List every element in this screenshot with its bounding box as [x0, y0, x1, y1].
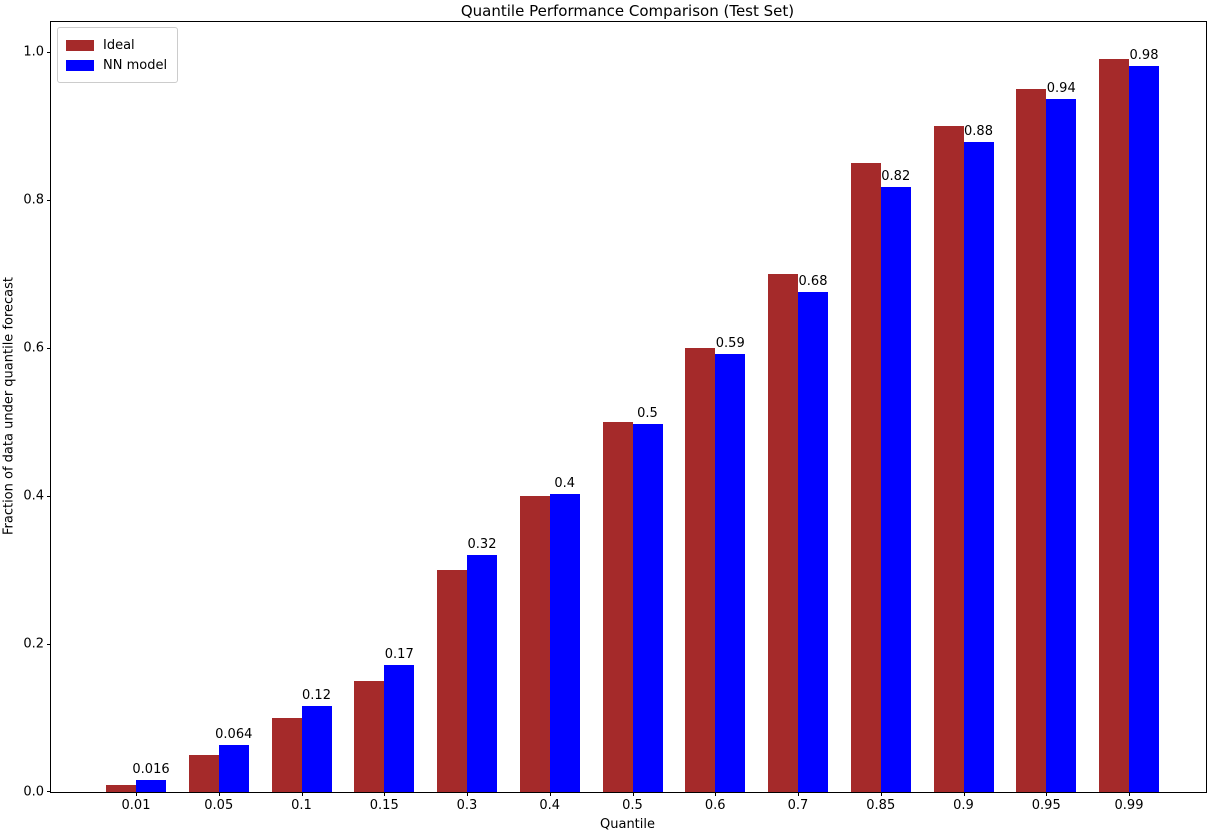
- x-tick-label: 0.85: [866, 798, 896, 813]
- bar-nn-model: [1129, 66, 1159, 792]
- bar-nn-model: [549, 493, 580, 792]
- y-tick-mark: [47, 643, 51, 645]
- y-tick-label: 1.0: [23, 44, 44, 60]
- bar-ideal: [519, 496, 550, 792]
- bar-value-label: 0.064: [215, 726, 253, 742]
- bar-value-label: 0.32: [467, 537, 497, 553]
- bar-ideal: [271, 718, 302, 792]
- y-tick-mark: [47, 347, 51, 349]
- bar-value-label: 0.94: [1046, 81, 1076, 97]
- bar-value-label: 0.68: [798, 273, 828, 289]
- bar-ideal: [850, 163, 881, 792]
- y-tick-mark: [47, 51, 51, 53]
- x-tick-mark: [467, 792, 468, 796]
- x-tick-label: 0.9: [953, 798, 974, 813]
- bar-ideal: [768, 274, 798, 792]
- legend-item-ideal: Ideal: [66, 35, 167, 55]
- x-tick-mark: [301, 792, 303, 796]
- y-tick-mark: [47, 791, 51, 792]
- legend-swatch-ideal: [66, 39, 94, 51]
- x-axis-label: Quantile: [600, 817, 655, 832]
- bar-nn-model: [632, 424, 663, 792]
- bar-nn-model: [963, 142, 994, 792]
- x-tick-mark: [218, 792, 220, 796]
- bar-value-label: 0.5: [637, 406, 658, 422]
- x-tick-mark: [549, 792, 551, 796]
- legend: Ideal NN model: [57, 27, 179, 83]
- x-tick-label: 0.1: [291, 798, 312, 813]
- bar-nn-model: [798, 291, 828, 792]
- bar-nn-model: [384, 664, 415, 792]
- y-tick-mark: [47, 199, 51, 201]
- x-tick-label: 0.3: [456, 798, 478, 813]
- x-tick-label: 0.95: [1031, 798, 1061, 813]
- x-tick-mark: [715, 792, 717, 796]
- x-tick-label: 0.5: [622, 798, 643, 813]
- legend-item-nn-model: NN model: [66, 55, 167, 75]
- x-tick-label: 0.7: [787, 798, 809, 813]
- x-tick-mark: [1129, 792, 1130, 796]
- bar-value-label: 0.82: [881, 168, 911, 184]
- bar-nn-model: [880, 186, 911, 792]
- bar-ideal: [933, 126, 964, 792]
- legend-label-nn-model: NN model: [103, 57, 168, 73]
- bar-nn-model: [715, 353, 746, 792]
- y-axis-label: Fraction of data under quantile forecast: [1, 276, 17, 536]
- legend-swatch-nn-model: [66, 59, 94, 71]
- x-tick-mark: [632, 792, 634, 796]
- y-tick-label: 0.8: [23, 192, 44, 208]
- x-tick-label: 0.4: [539, 798, 561, 813]
- bar-value-label: 0.4: [554, 475, 576, 491]
- plot-area: Ideal NN model 0.016 0.01 0.064 0.05 0.12 0.1…: [23, 21, 1207, 813]
- legend-label-ideal: Ideal: [103, 37, 135, 53]
- chart-title: Quantile Performance Comparison (Test Se…: [460, 2, 795, 20]
- bar-nn-model: [218, 744, 249, 792]
- bar-ideal: [1016, 89, 1047, 792]
- x-tick-label: 0.6: [704, 798, 726, 813]
- x-tick-mark: [1046, 792, 1048, 796]
- bar-value-label: 0.17: [384, 646, 414, 662]
- x-tick-label: 0.15: [369, 798, 399, 813]
- bar-nn-model: [301, 706, 332, 792]
- bar-nn-model: [136, 780, 166, 792]
- bar-value-label: 0.88: [964, 124, 993, 140]
- y-tick-label: 0.4: [23, 488, 44, 504]
- bar-ideal: [685, 348, 716, 792]
- x-tick-mark: [136, 792, 137, 796]
- bar-ideal: [106, 784, 136, 792]
- y-tick-mark: [47, 495, 51, 497]
- bar-ideal: [602, 422, 633, 792]
- bar-ideal: [437, 570, 467, 792]
- y-tick-label: 0.6: [23, 340, 44, 356]
- x-tick-mark: [880, 792, 882, 796]
- bar-nn-model: [467, 555, 497, 792]
- x-tick-label: 0.99: [1114, 798, 1144, 813]
- bar-nn-model: [1046, 99, 1077, 792]
- x-tick-label: 0.05: [204, 798, 234, 813]
- x-tick-mark: [384, 792, 386, 796]
- x-tick-mark: [798, 792, 799, 796]
- bar-value-label: 0.016: [132, 762, 170, 778]
- y-tick-label: 0.0: [23, 784, 44, 800]
- bar-value-label: 0.12: [302, 688, 331, 704]
- x-tick-label: 0.01: [121, 798, 151, 813]
- y-tick-label: 0.2: [23, 636, 44, 652]
- x-tick-mark: [963, 792, 965, 796]
- bar-value-label: 0.59: [715, 335, 745, 351]
- bar-ideal: [1099, 59, 1129, 792]
- bar-ideal: [354, 681, 385, 792]
- bar-ideal: [188, 755, 219, 792]
- bar-value-label: 0.98: [1129, 48, 1159, 64]
